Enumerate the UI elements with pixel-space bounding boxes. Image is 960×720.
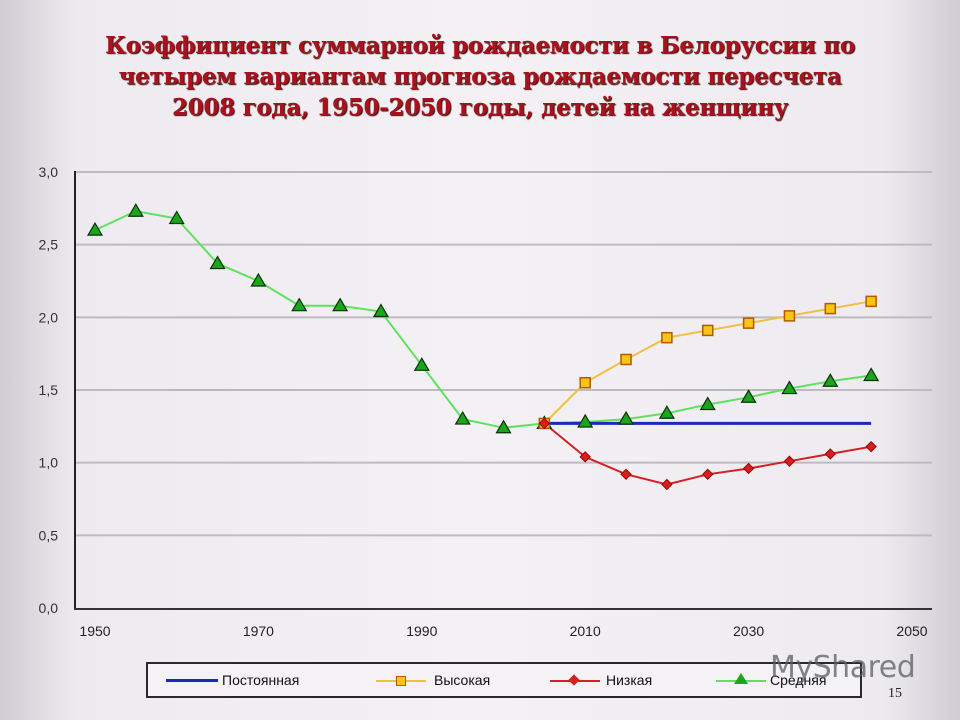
square-marker-icon: [824, 302, 837, 315]
square-marker-icon: [742, 317, 755, 329]
diamond-marker-icon: [865, 440, 877, 453]
y-tick-label: 2,0: [39, 309, 59, 325]
legend-label-low: Низкая: [606, 672, 653, 688]
square-marker-icon: [865, 295, 877, 308]
square-marker-icon: [579, 376, 591, 389]
watermark-logo: MyShared: [770, 650, 916, 685]
legend-line-icon: [166, 679, 218, 682]
triangle-marker-icon: [127, 203, 144, 217]
triangle-marker-icon: [734, 673, 748, 684]
triangle-marker-icon: [781, 380, 798, 395]
x-tick-label: 2030: [733, 623, 764, 639]
triangle-marker-icon: [495, 419, 512, 434]
triangle-marker-icon: [86, 221, 104, 236]
triangle-marker-icon: [454, 410, 471, 425]
square-marker-icon: [661, 331, 673, 344]
page-number: 15: [888, 686, 902, 701]
diamond-marker-icon: [661, 478, 673, 491]
triangle-marker-icon: [291, 297, 308, 312]
diamond-marker-icon: [702, 468, 714, 481]
series-line-3: [94, 210, 872, 429]
triangle-marker-icon: [332, 297, 349, 312]
diamond-marker-icon: [620, 468, 632, 481]
legend-label-high: Высокая: [434, 672, 491, 688]
y-tick-label: 3,0: [39, 164, 59, 180]
y-tick-label: 1,0: [39, 455, 59, 471]
title-line-2: четырем вариантам прогноза рождаемости п…: [118, 63, 842, 90]
legend-label-medium: Средняя: [770, 672, 827, 688]
diamond-marker-icon: [742, 462, 755, 475]
x-tick-label: 1990: [406, 623, 437, 639]
legend-label-constant: Постоянная: [222, 672, 300, 688]
square-marker-icon: [620, 353, 632, 366]
square-marker-icon: [396, 676, 406, 686]
x-tick-label: 2010: [570, 623, 601, 639]
triangle-marker-icon: [413, 357, 430, 371]
triangle-marker-icon: [372, 303, 389, 318]
title-line-3: 2008 года, 1950-2050 годы, детей на женщ…: [171, 94, 789, 121]
triangle-marker-icon: [822, 373, 839, 387]
x-tick-label: 1970: [243, 623, 274, 639]
diamond-marker-icon: [824, 448, 837, 460]
slide-title: Коэффициент суммарной рождаемости в Бело…: [40, 30, 920, 123]
triangle-marker-icon: [863, 367, 880, 382]
square-marker-icon: [702, 324, 714, 337]
diamond-marker-icon: [783, 455, 796, 467]
triangle-marker-icon: [209, 255, 226, 270]
x-axis-tick-labels: 1950 1970 1990 2010 2030 2050: [79, 623, 927, 639]
diamond-marker-icon: [579, 451, 591, 463]
y-axis-tick-labels: 0,0 0,5 1,0 1,5 2,0 2,5 3,0: [39, 164, 59, 616]
triangle-marker-icon: [740, 389, 757, 403]
square-marker-icon: [783, 310, 796, 322]
y-tick-label: 2,5: [39, 237, 59, 253]
triangle-marker-icon: [250, 272, 267, 287]
chart-series: [86, 203, 880, 491]
diamond-marker-icon: [538, 417, 551, 430]
diamond-marker-icon: [568, 674, 580, 686]
y-tick-label: 0,0: [39, 600, 59, 616]
triangle-marker-icon: [577, 413, 594, 428]
chart-gridlines: [76, 171, 932, 537]
y-tick-label: 0,5: [39, 527, 59, 543]
title-line-1: Коэффициент суммарной рождаемости в Бело…: [105, 32, 855, 59]
x-tick-label: 1950: [79, 623, 110, 639]
line-chart: 0,0 0,5 1,0 1,5 2,0 2,5 3,0 1950 1970 1990 2010 20…: [39, 164, 932, 639]
triangle-marker-icon: [618, 410, 635, 425]
y-tick-label: 1,5: [39, 382, 59, 398]
x-tick-label: 2050: [896, 623, 927, 639]
triangle-marker-icon: [699, 396, 716, 411]
triangle-marker-icon: [168, 210, 185, 225]
triangle-marker-icon: [658, 405, 675, 419]
chart-legend: Постоянная Высокая Низкая Средняя: [146, 662, 862, 698]
